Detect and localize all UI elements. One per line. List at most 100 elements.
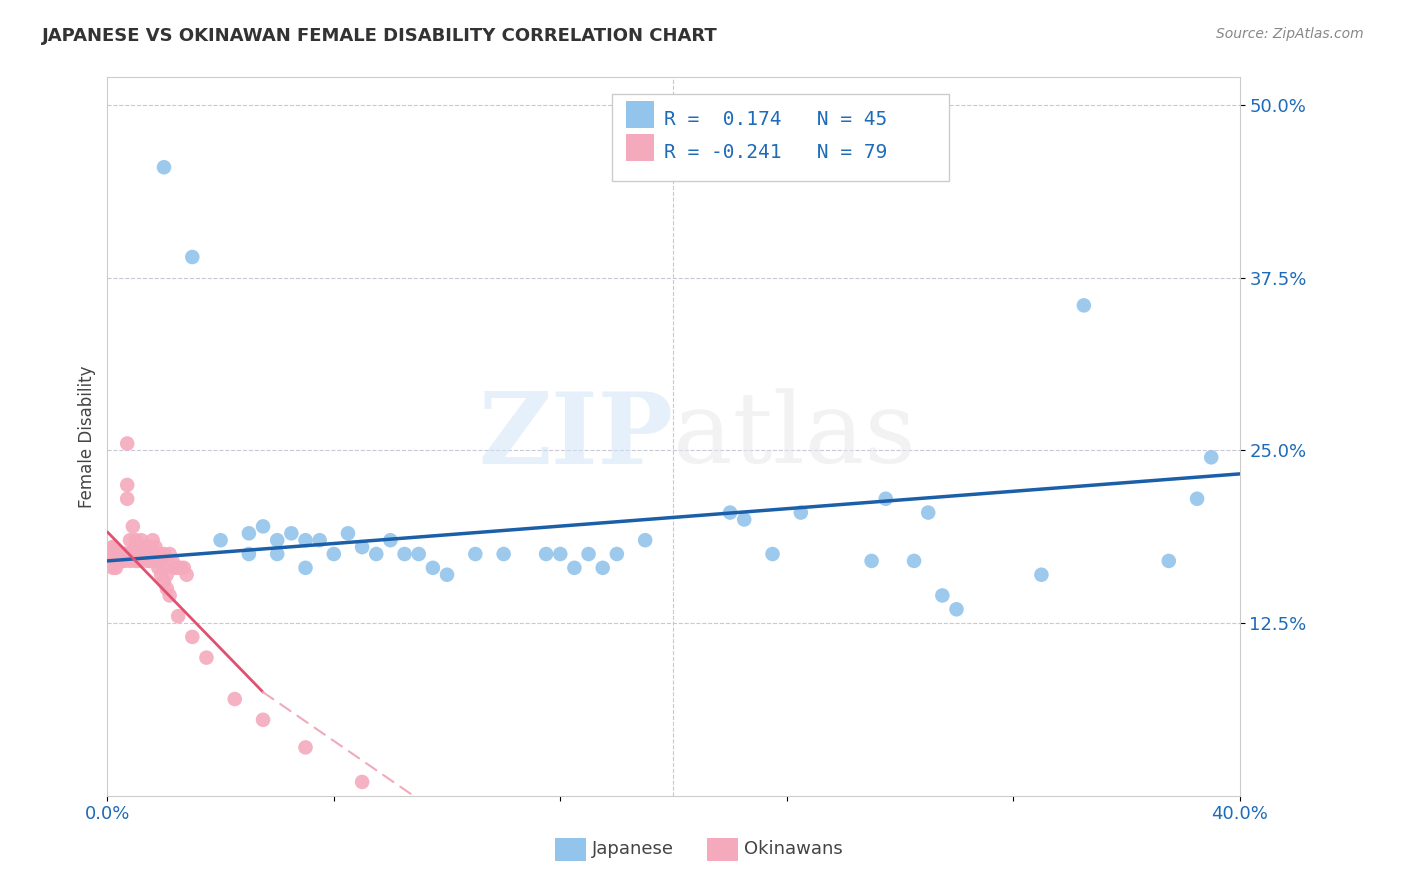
Point xyxy=(125,533,148,548)
Point xyxy=(159,589,181,603)
Point xyxy=(534,547,557,561)
Point xyxy=(394,547,416,561)
Point xyxy=(167,609,190,624)
Point xyxy=(718,506,741,520)
Point xyxy=(408,547,430,561)
Point xyxy=(131,547,153,561)
Point xyxy=(578,547,600,561)
Point xyxy=(945,602,967,616)
Point xyxy=(148,561,170,575)
Point xyxy=(156,582,179,596)
Point xyxy=(110,554,132,568)
Point xyxy=(139,547,162,561)
Point xyxy=(336,526,359,541)
Point xyxy=(606,547,628,561)
Text: R = -0.241   N = 79: R = -0.241 N = 79 xyxy=(664,143,887,161)
Point xyxy=(121,519,143,533)
Point xyxy=(121,547,143,561)
Point xyxy=(280,526,302,541)
Point xyxy=(110,547,132,561)
Point xyxy=(165,561,187,575)
Point xyxy=(266,533,288,548)
Point xyxy=(1157,554,1180,568)
Point xyxy=(322,547,344,561)
Text: ZIP: ZIP xyxy=(478,388,673,485)
Point xyxy=(294,740,316,755)
Point xyxy=(875,491,897,506)
Point xyxy=(101,561,124,575)
Point xyxy=(294,561,316,575)
Point xyxy=(150,554,173,568)
Point xyxy=(112,554,135,568)
Point xyxy=(139,540,162,554)
Point xyxy=(112,547,135,561)
Point xyxy=(112,547,135,561)
Point xyxy=(136,540,159,554)
Point xyxy=(118,547,141,561)
Point xyxy=(136,554,159,568)
Point xyxy=(181,630,204,644)
Text: JAPANESE VS OKINAWAN FEMALE DISABILITY CORRELATION CHART: JAPANESE VS OKINAWAN FEMALE DISABILITY C… xyxy=(42,27,718,45)
Point xyxy=(134,540,156,554)
Point xyxy=(112,547,135,561)
Point xyxy=(128,554,150,568)
Point xyxy=(125,547,148,561)
Point xyxy=(931,589,953,603)
Point xyxy=(159,547,181,561)
Text: Okinawans: Okinawans xyxy=(744,840,842,858)
Point xyxy=(308,533,330,548)
Point xyxy=(101,540,124,554)
Point xyxy=(176,567,198,582)
Point xyxy=(128,547,150,561)
Point xyxy=(115,491,138,506)
Point xyxy=(142,533,165,548)
Point xyxy=(464,547,486,561)
Point xyxy=(125,554,148,568)
Point xyxy=(422,561,444,575)
Point xyxy=(266,547,288,561)
Point xyxy=(107,547,129,561)
Point xyxy=(118,533,141,548)
Point xyxy=(195,650,218,665)
Point xyxy=(125,547,148,561)
Point xyxy=(352,775,374,789)
Point xyxy=(118,554,141,568)
Point xyxy=(761,547,783,561)
Point xyxy=(634,533,657,548)
Point xyxy=(238,526,260,541)
Point xyxy=(115,436,138,450)
Point xyxy=(131,547,153,561)
Point xyxy=(860,554,883,568)
Point xyxy=(115,478,138,492)
Point xyxy=(115,547,138,561)
Point xyxy=(121,547,143,561)
Point xyxy=(294,533,316,548)
Point xyxy=(167,561,190,575)
Point xyxy=(145,554,167,568)
Point xyxy=(156,567,179,582)
Point xyxy=(148,547,170,561)
Point xyxy=(134,547,156,561)
Point xyxy=(366,547,388,561)
Point xyxy=(162,554,184,568)
Point xyxy=(150,567,173,582)
Point xyxy=(153,561,176,575)
Point xyxy=(153,574,176,589)
Point xyxy=(115,547,138,561)
Point xyxy=(125,540,148,554)
Point xyxy=(153,547,176,561)
Point xyxy=(224,692,246,706)
Point xyxy=(181,250,204,264)
Point xyxy=(252,519,274,533)
Point xyxy=(1073,298,1095,312)
Point xyxy=(131,533,153,548)
Point xyxy=(352,540,374,554)
Point xyxy=(917,506,939,520)
Point xyxy=(128,547,150,561)
Text: atlas: atlas xyxy=(673,389,917,484)
Text: R =  0.174   N = 45: R = 0.174 N = 45 xyxy=(664,110,887,128)
Point xyxy=(142,554,165,568)
Point xyxy=(110,547,132,561)
Point xyxy=(548,547,571,561)
Point xyxy=(173,561,195,575)
